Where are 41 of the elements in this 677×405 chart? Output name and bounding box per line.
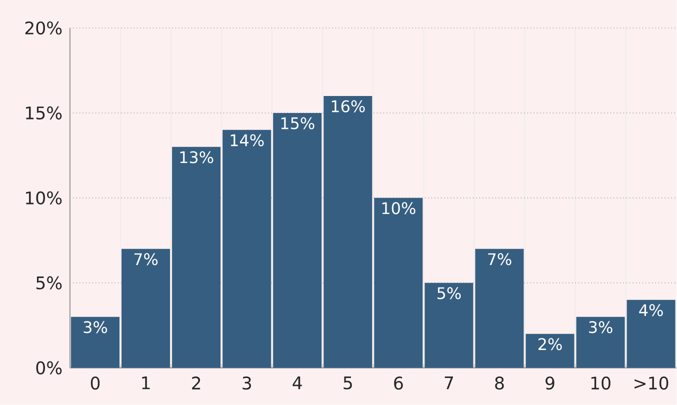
bar bbox=[324, 96, 372, 368]
y-tick-label: 0% bbox=[36, 361, 62, 374]
bar bbox=[475, 248, 524, 368]
x-tick-label: 3 bbox=[242, 376, 251, 390]
bar bbox=[526, 334, 574, 368]
bar bbox=[222, 130, 272, 368]
bar bbox=[273, 113, 322, 368]
data-label: 3% bbox=[84, 321, 108, 334]
y-tick-label: 5% bbox=[36, 276, 62, 290]
bar bbox=[122, 248, 170, 368]
bar bbox=[424, 282, 474, 368]
y-tick-label: 10% bbox=[26, 191, 62, 205]
bar bbox=[70, 316, 120, 368]
bar bbox=[626, 300, 676, 368]
data-label: 2% bbox=[538, 338, 562, 350]
data-label: 7% bbox=[134, 253, 158, 266]
y-tick-label: 20% bbox=[25, 22, 62, 35]
data-label: 7% bbox=[488, 253, 512, 266]
data-label: 14% bbox=[230, 134, 264, 146]
x-tick-label: 7 bbox=[444, 376, 453, 390]
x-tick-label: 10 bbox=[591, 376, 610, 390]
data-label: 3% bbox=[589, 321, 612, 334]
data-label: 10% bbox=[382, 202, 416, 214]
x-tick-label: 1 bbox=[142, 376, 150, 390]
bar bbox=[576, 316, 625, 368]
x-tick-label: 5 bbox=[344, 376, 352, 390]
bar bbox=[172, 147, 221, 368]
data-label: 4% bbox=[639, 304, 663, 316]
bar bbox=[374, 198, 423, 368]
x-tick-label: 9 bbox=[546, 376, 554, 390]
x-tick-label: 6 bbox=[394, 376, 403, 390]
x-tick-label: 0 bbox=[90, 376, 100, 390]
x-tick-label: 8 bbox=[495, 376, 504, 390]
x-tick-label: 4 bbox=[292, 376, 302, 390]
x-tick-label: 2 bbox=[192, 376, 200, 390]
y-tick-label: 15% bbox=[26, 106, 62, 120]
data-label: 13% bbox=[180, 151, 214, 164]
data-label: 5% bbox=[437, 287, 461, 300]
data-label: 16% bbox=[332, 100, 365, 112]
x-tick-label: >10 bbox=[634, 376, 668, 390]
data-label: 15% bbox=[281, 117, 314, 130]
